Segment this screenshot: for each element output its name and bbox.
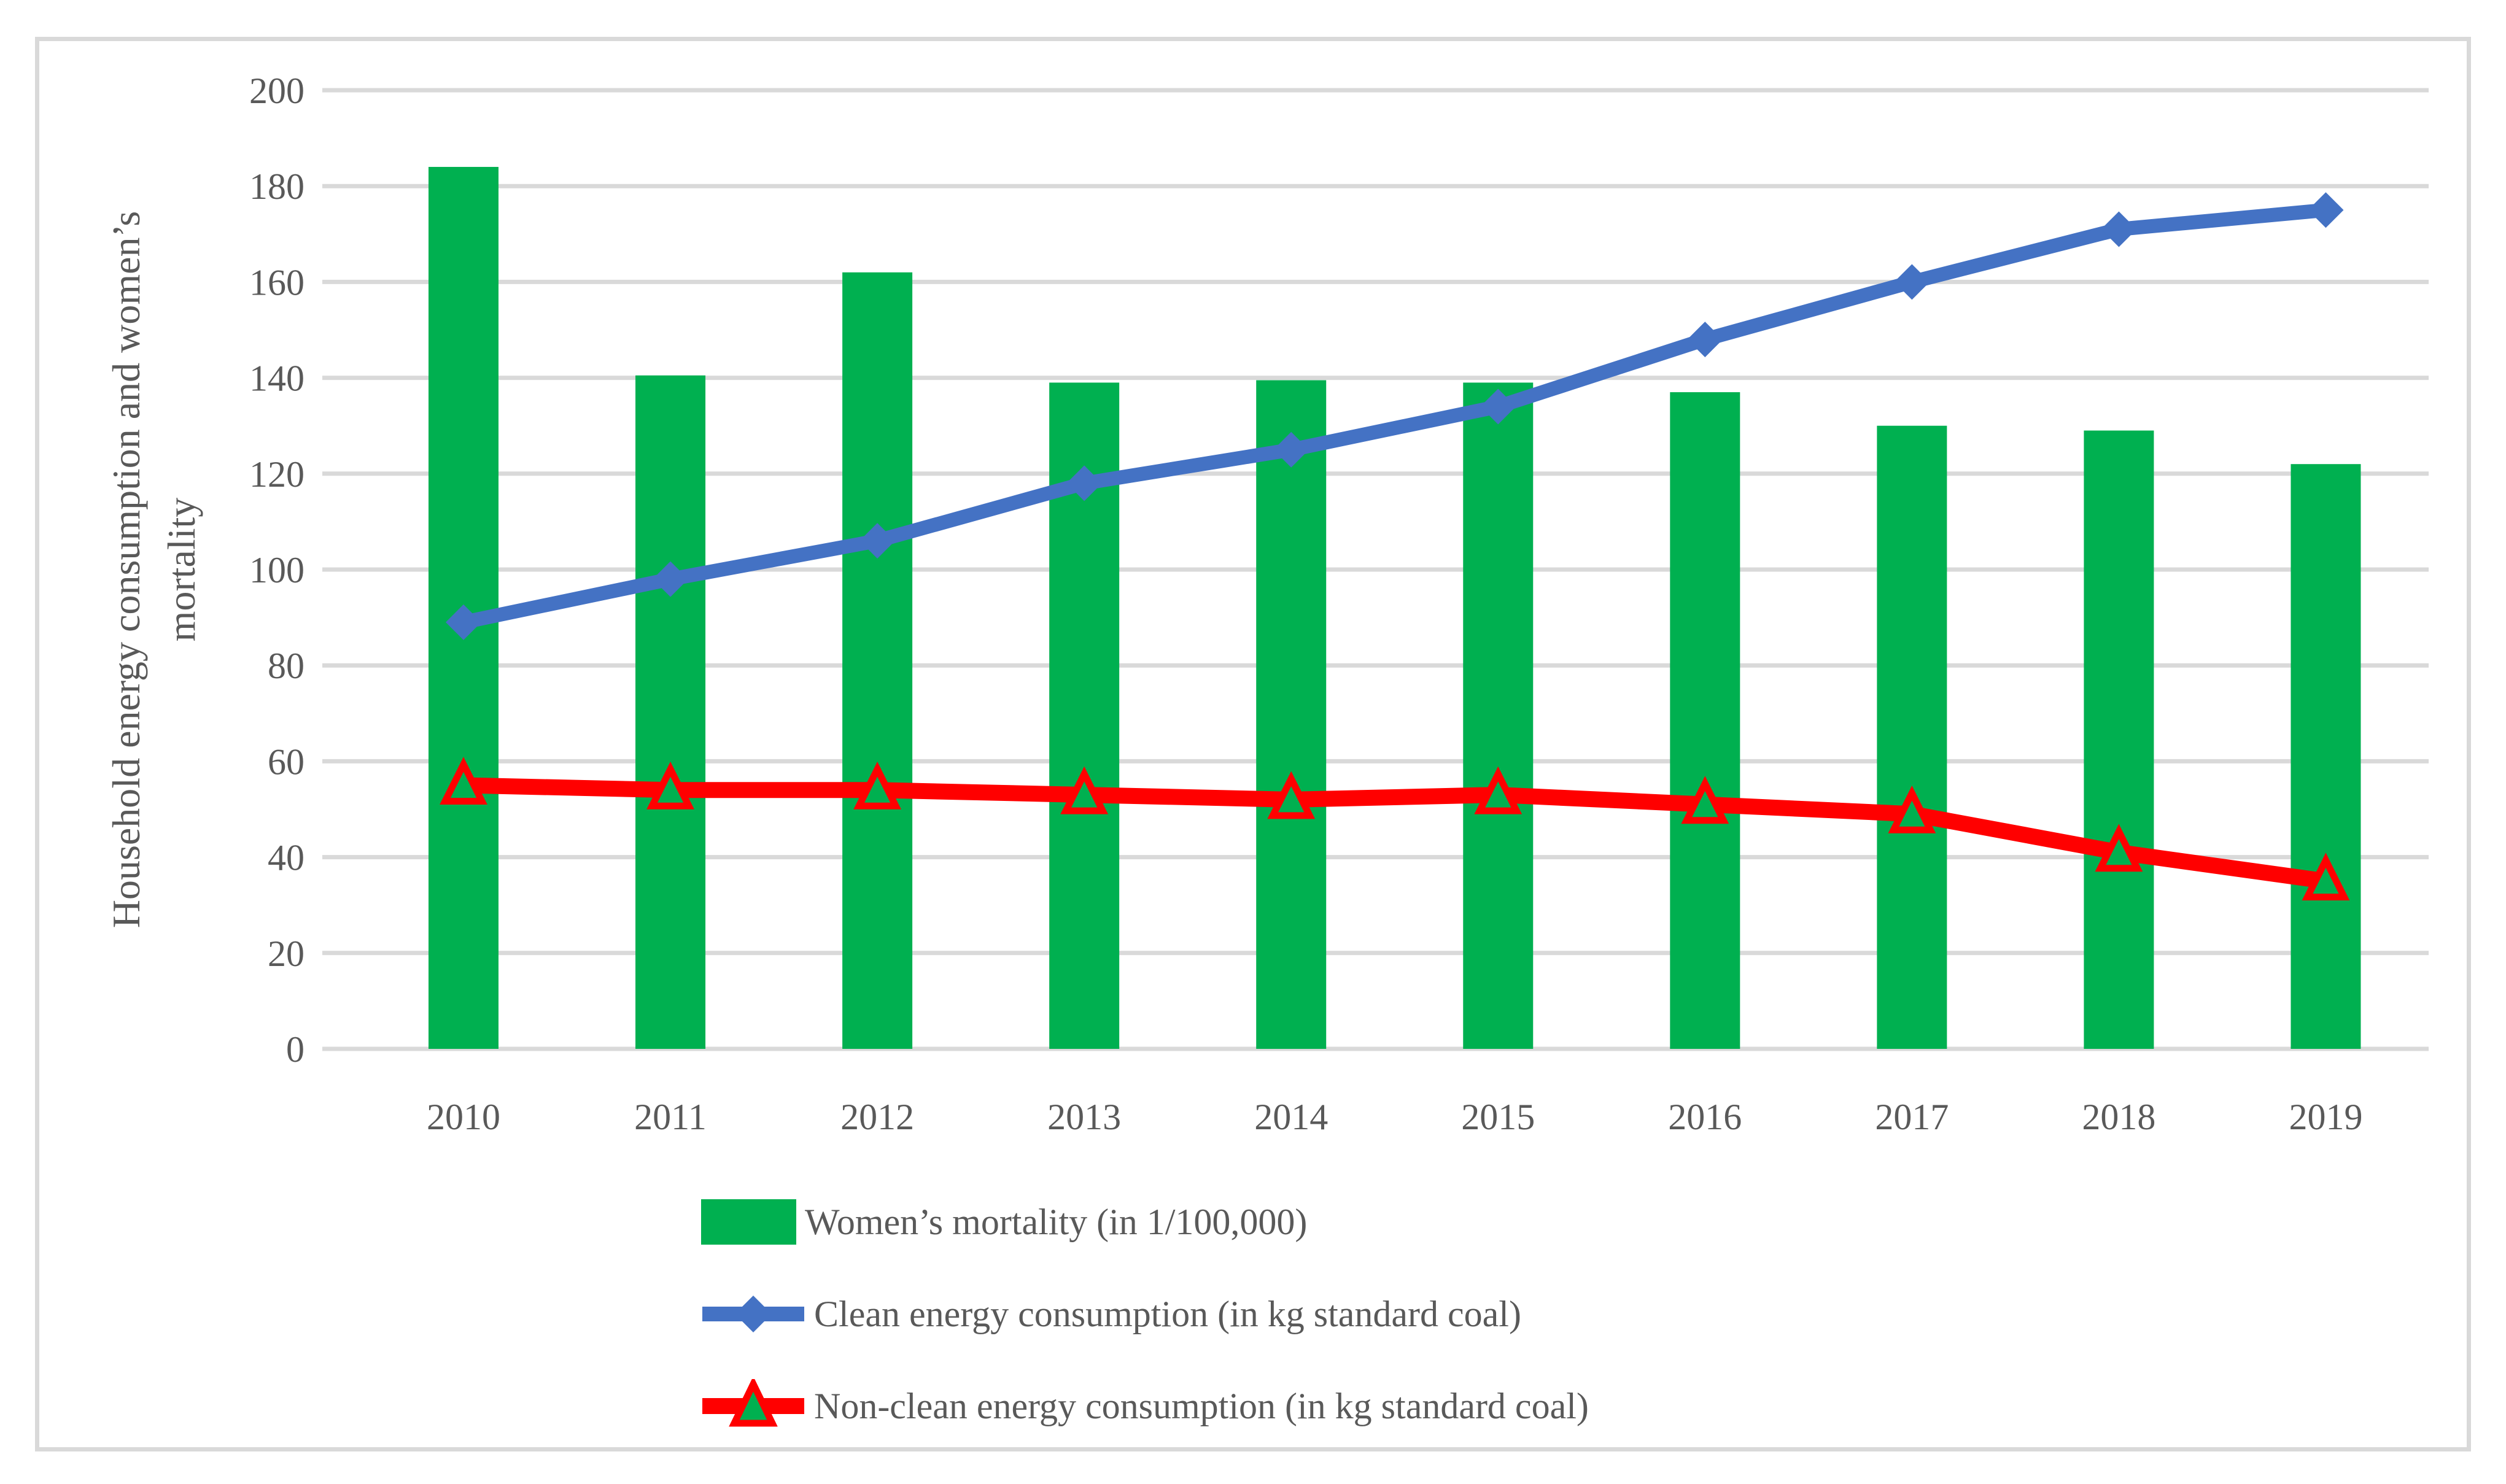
- legend-item-non-clean-energy: Non-clean energy consumption (in kg stan…: [701, 1379, 1589, 1433]
- non-clean-energy-marker-2019: [2302, 852, 2350, 901]
- bar-2011: [635, 375, 706, 1049]
- mortality-bar-swatch-icon: [701, 1199, 796, 1245]
- non-clean-energy-line-swatch-icon: [702, 1379, 804, 1427]
- non-clean-energy-marker-2012: [853, 761, 901, 810]
- bar-2017: [1877, 425, 1947, 1049]
- clean-energy-marker-2015: [1480, 388, 1516, 425]
- x-tick-label-2011: 2011: [634, 1097, 707, 1137]
- x-tick-label-2013: 2013: [1047, 1097, 1121, 1137]
- clean-energy-marker-2011: [653, 561, 689, 597]
- x-tick-label-2010: 2010: [427, 1097, 500, 1137]
- y-tick-label-200: 200: [249, 71, 305, 111]
- bar-2015: [1463, 382, 1534, 1049]
- legend-item-mortality: Women’s mortality (in 1/100,000): [701, 1195, 1589, 1249]
- x-tick-label-2016: 2016: [1668, 1097, 1742, 1137]
- x-tick-label-2014: 2014: [1254, 1097, 1328, 1137]
- y-tick-label-40: 40: [268, 838, 305, 878]
- y-tick-label-20: 20: [268, 933, 305, 974]
- non-clean-energy-marker-2013: [1060, 766, 1109, 814]
- x-tick-label-2018: 2018: [2082, 1097, 2155, 1137]
- x-tick-label-2015: 2015: [1461, 1097, 1535, 1137]
- non-clean-energy-marker-2015: [1474, 766, 1523, 814]
- legend-item-clean-energy: Clean energy consumption (in kg standard…: [701, 1287, 1589, 1341]
- y-axis-title-line1: Household energy consumption and women’s: [104, 211, 148, 928]
- non-clean-energy-marker-2010: [440, 757, 487, 805]
- y-tick-label-180: 180: [249, 166, 305, 207]
- non-clean-energy-marker-2011: [646, 761, 694, 810]
- bar-2018: [2084, 430, 2154, 1049]
- non-clean-energy-marker-2016: [1681, 776, 1729, 824]
- clean-energy-line: [462, 203, 2327, 630]
- bar-2016: [1670, 392, 1740, 1049]
- clean-energy-marker-2016: [1687, 322, 1723, 358]
- non-clean-energy-marker-2018: [2095, 824, 2143, 872]
- x-tick-label-2019: 2019: [2289, 1097, 2362, 1137]
- clean-energy-marker-2013: [1066, 465, 1103, 501]
- clean-energy-marker-2018: [2101, 211, 2137, 247]
- bar-2019: [2291, 464, 2361, 1049]
- non-clean-energy-marker-2014: [1267, 771, 1316, 819]
- bar-2014: [1256, 380, 1327, 1049]
- non-clean-energy-marker-2017: [1888, 786, 1936, 833]
- legend: Women’s mortality (in 1/100,000) Clean e…: [701, 1195, 1589, 1433]
- legend-label-clean-energy: Clean energy consumption (in kg standard…: [814, 1293, 1521, 1334]
- clean-energy-line-swatch-icon: [702, 1296, 804, 1332]
- non-clean-energy-line: [463, 777, 2327, 889]
- clean-energy-marker-2019: [2308, 192, 2344, 228]
- y-tick-label-140: 140: [249, 358, 305, 399]
- legend-label-mortality: Women’s mortality (in 1/100,000): [805, 1201, 1308, 1242]
- y-tick-label-120: 120: [249, 454, 305, 495]
- plot-area: 0 20 40 60 80 100 120 140 160 180 200 2010 2011 2012 2…: [249, 71, 2429, 1137]
- y-tick-label-160: 160: [249, 262, 305, 303]
- y-tick-label-100: 100: [249, 550, 305, 590]
- y-tick-label-60: 60: [268, 741, 305, 782]
- legend-label-non-clean-energy: Non-clean energy consumption (in kg stan…: [814, 1385, 1589, 1426]
- x-tick-label-2012: 2012: [840, 1097, 914, 1137]
- x-tick-label-2017: 2017: [1875, 1097, 1949, 1137]
- clean-energy-marker-2010: [446, 604, 481, 640]
- y-tick-label-80: 80: [268, 646, 305, 686]
- clean-energy-marker-2012: [859, 523, 896, 559]
- clean-energy-marker-2014: [1273, 431, 1309, 468]
- clean-energy-marker-2017: [1894, 264, 1930, 300]
- y-axis-title-line2: mortality: [160, 498, 203, 642]
- y-tick-label-0: 0: [286, 1029, 305, 1070]
- bar-2012: [842, 272, 913, 1049]
